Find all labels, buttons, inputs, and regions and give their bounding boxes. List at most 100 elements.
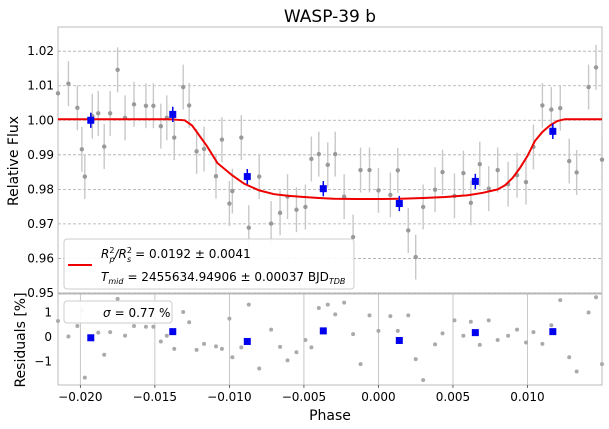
flux-data-point (574, 170, 579, 175)
residual-point (158, 339, 163, 344)
legend-t: T (101, 270, 110, 284)
flux-y-tick-label: 1.00 (27, 113, 54, 127)
residual-point (194, 347, 199, 352)
residual-binned-point (471, 329, 479, 337)
flux-data-point (201, 146, 207, 152)
residual-point (294, 350, 299, 355)
flux-data-point (96, 111, 101, 116)
flux-data-point (567, 158, 572, 164)
flux-data-point (523, 179, 529, 185)
residuals-y-ticks: 1 0 −1 (34, 305, 52, 368)
residual-binned-point (243, 337, 251, 345)
flux-data-point (277, 210, 283, 216)
flux-data-point (540, 103, 545, 108)
legend-tmid-value: = 2455634.94906 ± 0.00037 BJD (127, 270, 328, 284)
residual-point (600, 362, 604, 367)
x-axis-label: Phase (309, 408, 351, 424)
x-tick-label: −0.020 (58, 390, 102, 404)
residuals-legend-box (63, 300, 173, 324)
residual-point (495, 337, 500, 342)
residual-point (333, 312, 338, 317)
residual-point (278, 344, 283, 349)
flux-data-point (143, 103, 149, 108)
flux-data-point (461, 170, 466, 176)
flux-transit-model (58, 118, 602, 200)
residual-point (151, 324, 156, 329)
flux-data-point (257, 174, 262, 179)
flux-data-point (246, 225, 251, 230)
legend-rp: R (101, 247, 109, 261)
legend-depth-value: = 0.0192 ± 0.0041 (135, 247, 251, 261)
legend-rs-sub: s (127, 255, 131, 264)
residual-binned-point (87, 334, 95, 342)
flux-y-ticks: 1.02 1.01 1.00 0.99 0.98 0.97 0.96 0.95 (27, 44, 54, 300)
flux-y-tick-label: 0.99 (27, 148, 54, 162)
residual-point (202, 341, 207, 346)
flux-data-point (82, 174, 88, 179)
residuals-x-ticks: −0.020 −0.015 −0.010 −0.005 0.000 0.005 0.010 (58, 385, 545, 404)
legend-rs: /R (114, 247, 127, 261)
residuals-legend-text: σ = 0.77 % (103, 306, 170, 320)
flux-data-point (413, 254, 418, 260)
flux-binned-points (87, 106, 557, 212)
residual-point (351, 332, 356, 337)
residual-point (342, 300, 347, 305)
flux-data-point (219, 137, 225, 142)
residual-point (303, 337, 308, 342)
flux-data-point (376, 188, 381, 193)
flux-data-point (486, 186, 491, 191)
flux-data-point (599, 157, 605, 162)
flux-y-axis-label: Relative Flux (6, 116, 22, 206)
residual-point (413, 357, 418, 362)
residual-binned-point (319, 327, 327, 335)
residual-point (82, 375, 87, 380)
residual-point (269, 327, 274, 332)
flux-data-point (268, 221, 274, 226)
residual-binned-point (395, 336, 403, 344)
residual-point (181, 309, 186, 314)
flux-data-point (388, 192, 393, 198)
legend-sigma: σ (103, 306, 111, 320)
residual-binned-point (549, 328, 557, 336)
residual-point (406, 313, 411, 318)
residual-point (376, 328, 381, 333)
residual-point (433, 342, 438, 347)
legend-rp-sup: 2 (109, 246, 114, 255)
flux-data-point (303, 204, 308, 210)
residual-point (523, 340, 528, 345)
residual-point (461, 333, 466, 338)
flux-data-point (75, 105, 80, 111)
residual-point (219, 346, 224, 351)
flux-y-tick-label: 0.95 (27, 286, 54, 300)
residual-point (239, 345, 244, 350)
residual-point (440, 331, 445, 336)
flux-panel: 1.02 1.01 1.00 0.99 0.98 0.97 0.96 0.95 Relativ… (6, 26, 605, 300)
legend-rp-sub: p (108, 255, 114, 264)
flux-data-point (350, 234, 356, 240)
flux-data-point (593, 65, 599, 70)
flux-data-point (102, 144, 107, 149)
x-tick-label: −0.015 (133, 390, 177, 404)
flux-data-point (367, 167, 372, 173)
residual-point (108, 330, 113, 335)
flux-binned-point (243, 173, 251, 181)
flux-data-point (239, 135, 244, 140)
flux-y-tick-label: 0.97 (27, 217, 54, 231)
residuals-y-tick-label: 1 (44, 305, 52, 319)
flux-legend-box (63, 238, 355, 290)
flux-data-point (227, 201, 232, 206)
transit-model-line (58, 118, 602, 200)
flux-data-point (395, 168, 401, 173)
residual-point (187, 320, 192, 325)
flux-data-point (55, 91, 61, 96)
flux-data-point (477, 161, 482, 167)
flux-data-point (316, 151, 322, 157)
residual-point (540, 341, 545, 346)
legend-rs-sup: 2 (127, 246, 132, 255)
flux-data-point (107, 111, 113, 116)
flux-data-point (325, 162, 330, 168)
flux-binned-point (549, 127, 557, 135)
flux-data-point (495, 167, 500, 173)
flux-data-point (230, 188, 235, 194)
